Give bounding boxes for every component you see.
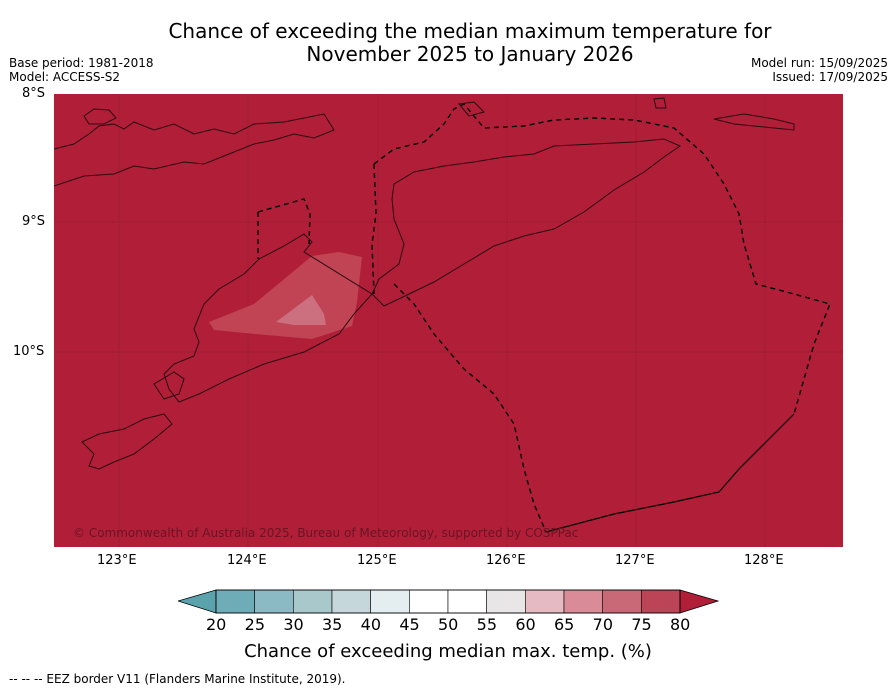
title-line-2: November 2025 to January 2026	[306, 42, 634, 66]
chart-title: Chance of exceeding the median maximum t…	[0, 20, 896, 66]
colorbar-bin	[331, 589, 371, 614]
lat-label-10s: 10°S	[13, 344, 45, 359]
lon-label-126e: 126°E	[486, 553, 526, 568]
colorbar-bin	[409, 589, 449, 614]
eez-footnote: -- -- -- EEZ border V11 (Flanders Marine…	[9, 672, 346, 686]
meta-left: Base period: 1981-2018 Model: ACCESS-S2	[9, 56, 154, 84]
colorbar-tick-label: 65	[554, 615, 575, 634]
coastlines	[54, 97, 795, 470]
colorbar-tick-label: 60	[515, 615, 536, 634]
model-run: Model run: 15/09/2025	[750, 56, 888, 70]
colorbar-tick-label: 50	[438, 615, 459, 634]
colorbar-bin	[215, 589, 255, 614]
colorbar-tick-label: 25	[244, 615, 266, 634]
meta-right: Model run: 15/09/2025 Issued: 17/09/2025	[751, 56, 888, 84]
colorbar-tick-label: 55	[476, 615, 498, 634]
lon-label-124e: 124°E	[227, 553, 267, 568]
prob-patch-70	[276, 295, 326, 325]
colorbar-high-arrow	[679, 589, 720, 614]
colorbar-bin	[293, 589, 333, 614]
eez-border-solid	[545, 413, 795, 533]
colorbar-bin	[602, 589, 642, 614]
map-background	[54, 94, 843, 547]
colorbar-label: Chance of exceeding median max. temp. (%…	[244, 641, 652, 662]
colorbar-bin	[525, 589, 565, 614]
colorbar-tick-label: 35	[322, 615, 343, 634]
colorbar-bin	[563, 589, 603, 614]
colorbar-tick-label: 45	[399, 615, 420, 634]
lat-label-8s: 8°S	[22, 86, 46, 101]
colorbar-tick-label: 20	[206, 615, 227, 634]
lat-label-9s: 9°S	[22, 214, 46, 229]
eez-border	[257, 103, 831, 533]
title-line-1: Chance of exceeding the median maximum t…	[168, 19, 772, 43]
model-name: Model: ACCESS-S2	[9, 70, 121, 84]
lon-label-127e: 127°E	[615, 553, 655, 568]
colorbar-bin	[641, 589, 681, 614]
colorbar-low-arrow	[178, 589, 217, 614]
colorbar-tick-label: 80	[670, 615, 691, 634]
map-panel	[54, 94, 843, 547]
lon-label-128e: 128°E	[744, 553, 784, 568]
colorbar-tick-label: 70	[592, 615, 614, 634]
colorbar-tick-label: 75	[631, 615, 652, 634]
copyright-notice: © Commonwealth of Australia 2025, Bureau…	[73, 526, 579, 540]
base-period: Base period: 1981-2018	[9, 56, 154, 70]
colorbar-bin	[254, 589, 294, 614]
colorbar-bin	[447, 589, 487, 614]
lon-label-125e: 125°E	[357, 553, 397, 568]
issued-date: Issued: 17/09/2025	[772, 70, 888, 84]
colorbar-tick-label: 40	[360, 615, 382, 634]
lon-label-123e: 123°E	[97, 553, 137, 568]
colorbar-tick-label: 30	[283, 615, 304, 634]
colorbar-bin	[486, 589, 526, 614]
colorbar-bin	[370, 589, 410, 614]
colorbar	[178, 589, 720, 614]
